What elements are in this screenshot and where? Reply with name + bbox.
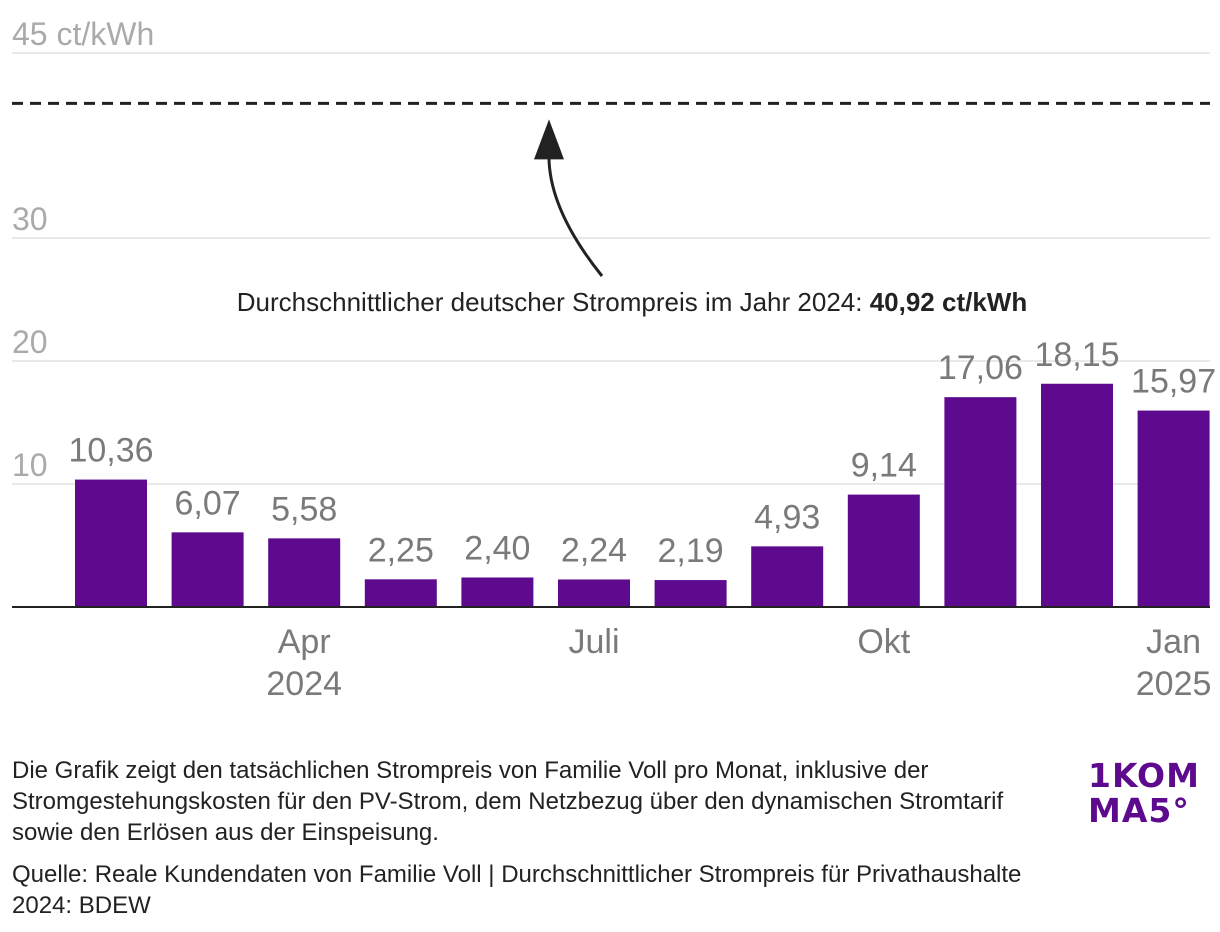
bar — [847, 494, 920, 607]
bar — [944, 397, 1017, 607]
bar — [654, 580, 727, 607]
y-tick-label: 45 ct/kWh — [12, 16, 154, 52]
reference-annotation-value: 40,92 ct/kWh — [870, 287, 1028, 317]
bar — [461, 577, 534, 607]
chart-source: Quelle: Reale Kundendaten von Familie Vo… — [12, 861, 1022, 919]
value-labels: 10,36 6,07 5,58 2,25 2,40 2,24 2,19 4,93 9,14 17,… — [68, 336, 1216, 570]
reference-annotation-text: Durchschnittlicher deutscher Strompreis … — [237, 287, 870, 317]
logo-line-1: 1KOM — [1088, 756, 1200, 795]
bar-chart: 10 20 30 45 ct/kWh Durchschnittlicher deuts… — [12, 16, 1216, 703]
bar-value-label: 15,97 — [1131, 363, 1216, 401]
bar — [558, 579, 630, 607]
bars — [75, 383, 1210, 607]
y-tick-label: 10 — [12, 447, 48, 483]
bar-value-label: 5,58 — [271, 490, 337, 528]
x-tick-year-label: 2024 — [266, 665, 342, 703]
y-tick-label: 20 — [12, 324, 48, 360]
bar — [75, 479, 147, 607]
annotation-arrowhead — [534, 119, 564, 160]
bar-value-label: 17,06 — [938, 349, 1023, 387]
annotation-arrow-shaft — [547, 153, 604, 277]
bar-value-label: 2,40 — [464, 529, 530, 567]
bar — [364, 579, 437, 607]
bar-value-label: 18,15 — [1034, 336, 1119, 374]
bar — [268, 538, 341, 607]
bar-value-label: 2,24 — [561, 531, 627, 569]
chart-description: Die Grafik zeigt den tatsächlichen Strom… — [12, 757, 1004, 846]
bar-value-label: 2,19 — [658, 532, 724, 570]
x-tick-label: Juli — [568, 623, 619, 661]
bar-value-label: 9,14 — [851, 447, 917, 485]
y-tick-label: 30 — [12, 201, 48, 237]
gridlines — [12, 52, 1210, 485]
bar — [1041, 383, 1113, 607]
x-axis-labels: Apr 2024 Juli Okt Jan 2025 — [266, 623, 1211, 703]
brand-logo: 1KOM MA5° — [1088, 758, 1208, 828]
x-tick-year-label: 2025 — [1136, 665, 1212, 703]
bar-value-label: 2,25 — [368, 531, 434, 569]
bar-value-label: 4,93 — [754, 498, 820, 536]
bar — [751, 546, 824, 607]
annotation-arrow — [534, 119, 604, 277]
reference-annotation: Durchschnittlicher deutscher Strompreis … — [237, 287, 1027, 317]
logo-line-2: MA5° — [1088, 791, 1190, 830]
bar-value-label: 10,36 — [68, 432, 153, 470]
bar — [1137, 410, 1210, 607]
y-axis-ticks: 10 20 30 45 ct/kWh — [12, 16, 154, 483]
x-tick-label: Apr — [278, 623, 331, 661]
x-tick-label: Jan — [1146, 623, 1201, 661]
x-tick-label: Okt — [857, 623, 910, 661]
bar — [171, 532, 244, 607]
bar-value-label: 6,07 — [175, 484, 241, 522]
